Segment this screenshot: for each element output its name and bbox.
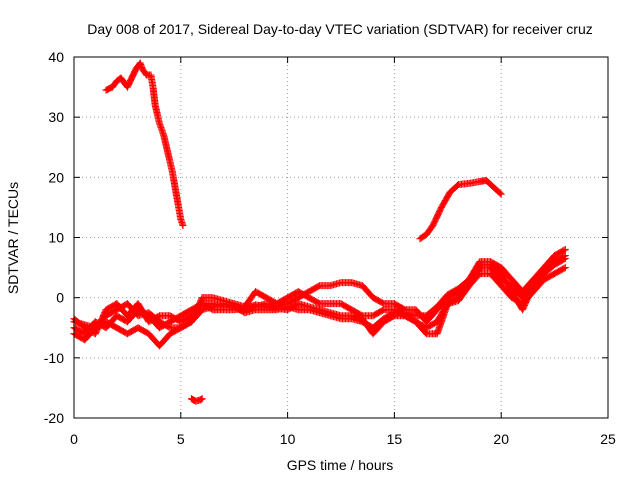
- x-tick-label: 0: [70, 431, 78, 447]
- y-tick-label: 30: [48, 109, 64, 125]
- data-point: [198, 395, 206, 403]
- y-tick-label: 0: [56, 290, 64, 306]
- data-point: [560, 255, 568, 263]
- y-axis-label: SDTVAR / TECUs: [5, 182, 21, 294]
- data-point: [497, 190, 505, 198]
- y-tick-label: -20: [44, 410, 64, 426]
- series-arc-high-early: [102, 59, 187, 229]
- x-tick-label: 20: [493, 431, 509, 447]
- y-tick-label: 10: [48, 230, 64, 246]
- x-axis-label: GPS time / hours: [287, 457, 394, 473]
- data-point: [560, 264, 568, 272]
- series-arc-late-rise: [416, 176, 505, 243]
- data-point: [561, 255, 569, 263]
- x-tick-label: 25: [600, 431, 616, 447]
- x-tick-label: 10: [280, 431, 296, 447]
- y-tick-label: 20: [48, 169, 64, 185]
- x-tick-label: 5: [177, 431, 185, 447]
- y-tick-label: 40: [48, 49, 64, 65]
- data-series: [70, 59, 569, 405]
- data-point: [197, 395, 205, 403]
- y-tick-label: -10: [44, 350, 64, 366]
- chart-title: Day 008 of 2017, Sidereal Day-to-day VTE…: [87, 21, 593, 37]
- series-arc-low-isolated: [187, 395, 206, 405]
- series-band-4: [70, 255, 569, 338]
- data-point: [561, 264, 569, 272]
- data-point: [560, 246, 568, 254]
- x-tick-label: 15: [387, 431, 403, 447]
- data-point: [496, 189, 504, 197]
- data-point: [561, 246, 569, 254]
- axis-ticks: 0 5 10 15 20 25 -20 -10 0 10 20 30 40: [44, 49, 616, 447]
- data-point: [179, 221, 187, 229]
